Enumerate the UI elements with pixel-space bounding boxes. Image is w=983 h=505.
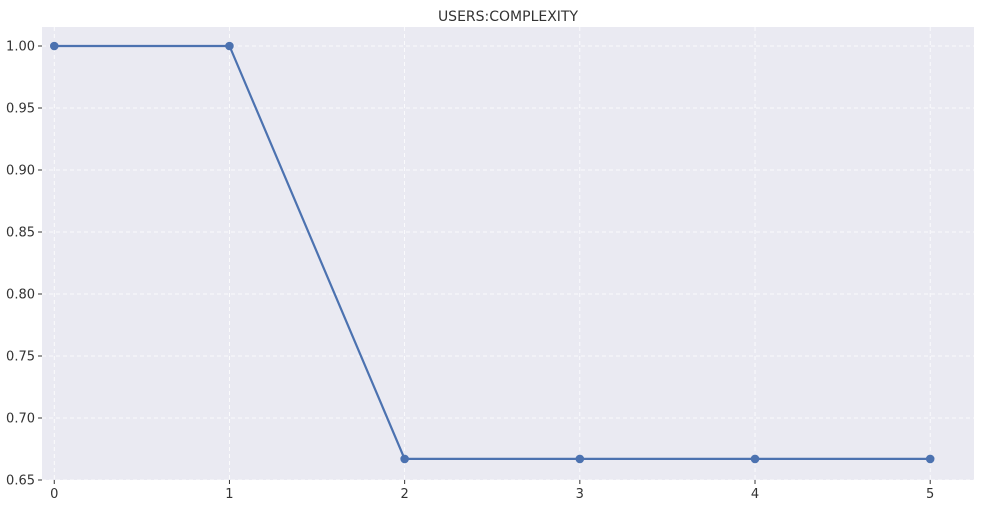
plot-area: [42, 27, 974, 480]
y-tick-label: 0.65: [6, 474, 35, 489]
data-point: [400, 454, 409, 464]
y-tick-label: 0.70: [6, 412, 35, 427]
series-line: [54, 44, 931, 460]
data-point: [575, 454, 585, 464]
x-axis: 0 1 2 3 4 5: [50, 480, 934, 502]
chart-title: USERS:COMPLEXITY: [438, 9, 579, 25]
y-tick-label: 0.85: [6, 226, 35, 241]
y-tick-label: 0.80: [6, 288, 35, 303]
x-tick-label: 3: [576, 487, 584, 502]
x-tick-label: 4: [751, 487, 759, 502]
grid-lines: [42, 27, 974, 481]
data-point: [225, 41, 234, 51]
y-tick-label: 0.90: [6, 164, 35, 179]
y-axis: 0.65 0.70 0.75 0.80 0.85 0.90 0.95 1.00: [6, 40, 42, 489]
y-tick-label: 0.75: [6, 350, 35, 365]
x-tick-label: 0: [50, 487, 58, 502]
y-tick-label: 0.95: [6, 102, 35, 117]
data-point: [750, 454, 760, 464]
x-tick-label: 2: [400, 487, 408, 502]
y-tick-label: 1.00: [6, 40, 35, 55]
x-tick-label: 5: [926, 487, 934, 502]
data-point: [925, 454, 935, 464]
series-layer: [49, 41, 935, 464]
data-point: [49, 41, 59, 51]
x-tick-label: 1: [225, 487, 233, 502]
